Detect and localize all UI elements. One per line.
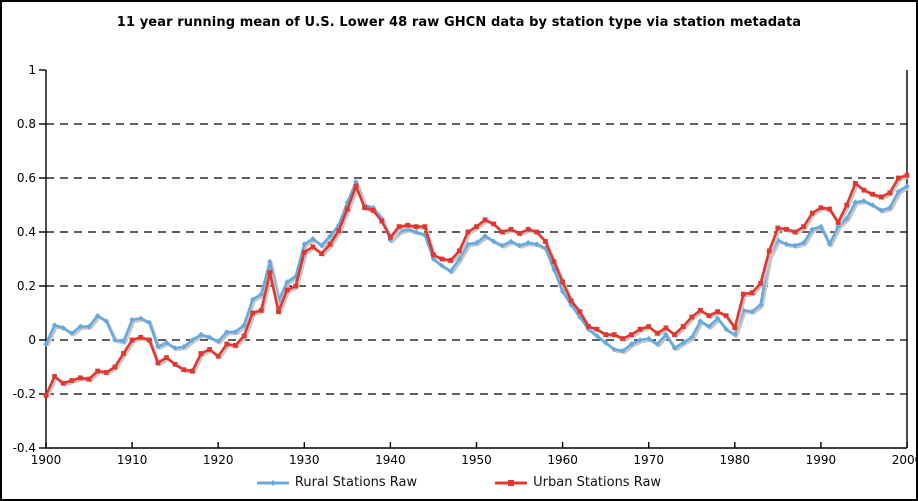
x-axis-tick-label: 1930: [289, 453, 320, 467]
y-axis-tick-label: -0.4: [13, 441, 36, 455]
y-axis-tick-label: 0.2: [17, 279, 36, 293]
x-axis-tick-label: 1920: [203, 453, 234, 467]
y-axis-tick-label: 1: [28, 63, 36, 77]
y-axis-tick-label: -0.2: [13, 387, 36, 401]
legend-label-urban: Urban Stations Raw: [533, 475, 662, 490]
legend: Rural Stations Raw Urban Stations Raw: [2, 475, 916, 490]
chart-title: 11 year running mean of U.S. Lower 48 ra…: [116, 15, 802, 30]
gridlines: [46, 123, 907, 395]
x-axis-tick-label: 1940: [375, 453, 406, 467]
legend-label-rural: Rural Stations Raw: [294, 475, 418, 490]
x-axis-tick-label: 1900: [31, 453, 62, 467]
x-axis-tick-label: 1960: [547, 453, 578, 467]
x-axis-tick-label: 1980: [720, 453, 751, 467]
legend-item-rural: Rural Stations Raw: [256, 475, 418, 490]
legend-item-urban: Urban Stations Raw: [495, 475, 661, 490]
series-rural: [43, 179, 910, 354]
x-axis-tick-label: 2000: [892, 453, 918, 467]
rural-line-swatch: [256, 479, 289, 486]
series-urban: [43, 172, 910, 398]
urban-line-swatch: [495, 479, 528, 486]
y-axis-tick-label: 0.8: [17, 117, 36, 131]
y-axis-tick-label: 0.6: [17, 171, 36, 185]
x-axis-tick-label: 1970: [633, 453, 664, 467]
y-axis-tick-label: 0: [28, 333, 36, 347]
x-axis-tick-label: 1950: [461, 453, 492, 467]
x-axis-tick-label: 1990: [806, 453, 837, 467]
x-axis-tick-label: 1910: [117, 453, 148, 467]
y-axis-tick-label: 0.4: [17, 225, 36, 239]
